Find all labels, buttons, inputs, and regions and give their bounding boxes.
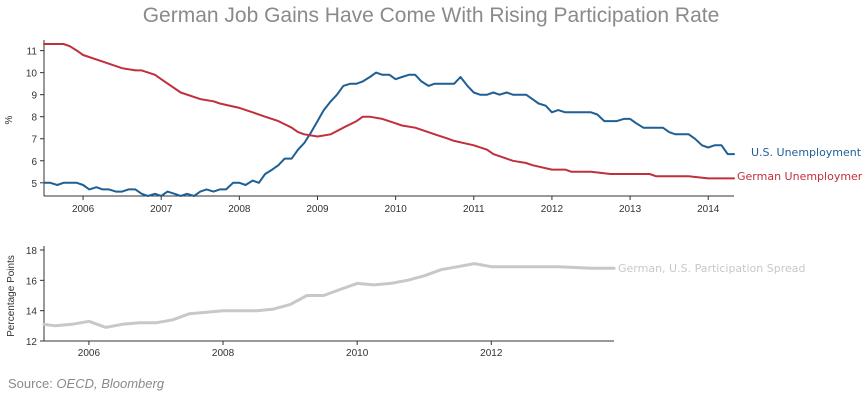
- y-axis-label: %: [4, 115, 15, 124]
- series-label: German Unemployment: [737, 170, 862, 183]
- x-tick-label: 2011: [463, 204, 485, 215]
- y-tick-label: 9: [31, 91, 37, 102]
- source-note: Source: OECD, Bloomberg: [8, 376, 164, 391]
- y-tick-label: 8: [31, 113, 37, 124]
- y-tick-label: 16: [26, 276, 38, 287]
- y-tick-label: 10: [26, 69, 38, 80]
- series-label: German, U.S. Participation Spread: [618, 262, 805, 275]
- y-tick-label: 7: [31, 135, 37, 146]
- y-tick-label: 11: [27, 47, 38, 58]
- x-tick-label: 2012: [541, 204, 564, 215]
- x-tick-label: 2013: [619, 204, 642, 215]
- y-tick-label: 14: [26, 307, 38, 318]
- unemployment-chart: 5 6 7 8 9 10 11 2006 2007 2008 2009 2010 2011 2012 201…: [4, 40, 862, 215]
- x-tick-label: 2007: [150, 204, 173, 215]
- series-line-german-u-s-participation-spread: [42, 262, 616, 329]
- y-axis-label: Percentage Points: [6, 255, 17, 337]
- y-tick-label: 6: [31, 157, 37, 168]
- x-tick-label: 2006: [72, 204, 95, 215]
- x-tick-label: 2014: [697, 204, 720, 215]
- x-tick-label: 2006: [78, 348, 101, 359]
- chart-title: German Job Gains Have Come With Rising P…: [142, 4, 720, 27]
- x-tick-label: 2008: [212, 348, 235, 359]
- source-prefix: Source:: [8, 376, 57, 391]
- series-line-u-s-unemployment: [43, 71, 735, 197]
- x-tick-label: 2008: [228, 204, 251, 215]
- x-tick-label: 2009: [306, 204, 329, 215]
- series-line-german-unemployment: [43, 43, 735, 180]
- series-label: U.S. Unemployment: [751, 146, 862, 159]
- y-tick-label: 12: [26, 337, 38, 348]
- source-text: OECD, Bloomberg: [56, 376, 165, 391]
- x-tick-label: 2010: [385, 204, 408, 215]
- y-tick-label: 5: [31, 179, 37, 190]
- x-tick-label: 2012: [480, 348, 503, 359]
- y-tick-label: 18: [26, 246, 38, 257]
- participation-spread-chart: 12 14 16 18 2006 2008 2010 2012 Percentage Point…: [6, 246, 805, 359]
- x-tick-label: 2010: [346, 348, 369, 359]
